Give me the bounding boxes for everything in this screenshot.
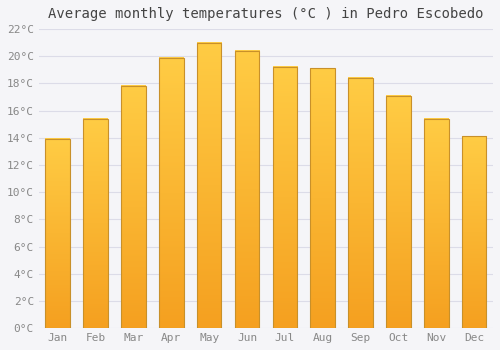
Bar	[121, 86, 146, 328]
Bar	[84, 119, 108, 328]
Bar	[46, 139, 70, 328]
Bar	[386, 96, 410, 328]
Bar	[197, 43, 222, 328]
Bar	[159, 58, 184, 328]
Title: Average monthly temperatures (°C ) in Pedro Escobedo: Average monthly temperatures (°C ) in Pe…	[48, 7, 484, 21]
Bar	[310, 69, 335, 328]
Bar	[462, 136, 486, 328]
Bar	[424, 119, 448, 328]
Bar	[234, 51, 260, 328]
Bar	[348, 78, 373, 328]
Bar	[272, 67, 297, 328]
